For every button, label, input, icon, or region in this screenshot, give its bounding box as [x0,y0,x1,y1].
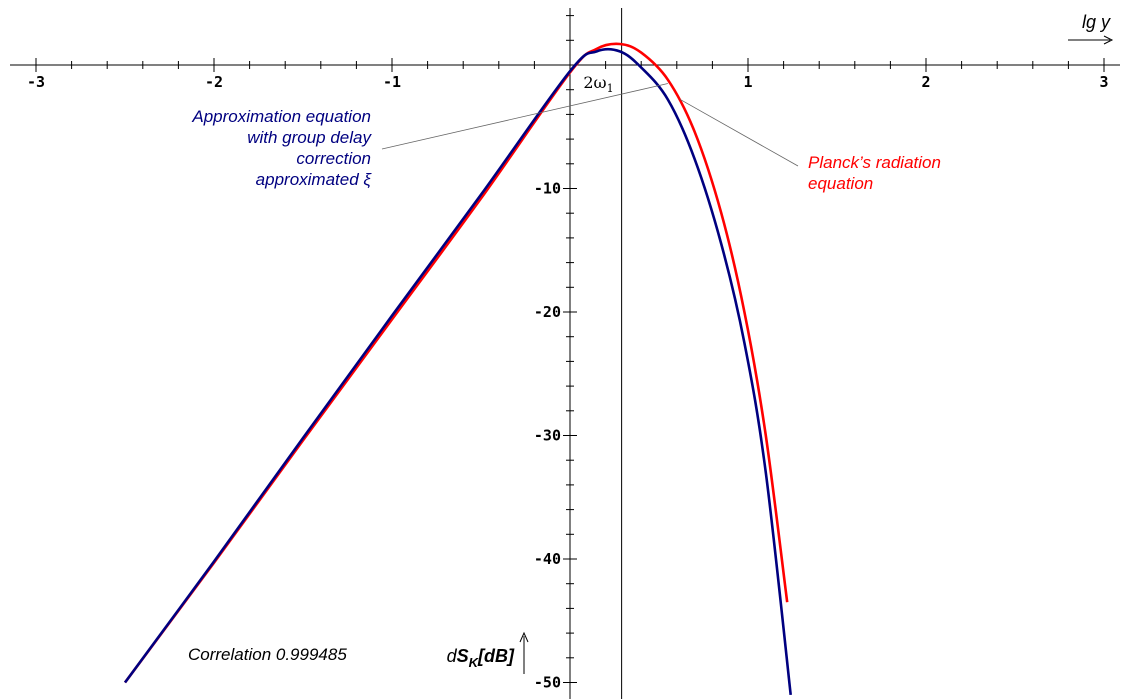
x-axis-label: lg y [1082,12,1111,32]
y-tick-label: -50 [534,674,561,692]
y-axis-label: dSK[dB] [447,646,515,670]
marker-label: 2ω1 [583,73,613,95]
y-tick-label: -10 [534,180,561,198]
annotation-approx-line: Approximation equation [191,107,371,126]
x-tick-label: 1 [743,73,752,91]
axes: -3 -2 -1 1 2 3 -10 -20 -30 -40 -50 [10,8,1120,699]
x-tick-label: 3 [1099,73,1108,91]
y-axis-arrow-head [519,631,529,643]
x-tick-label: -1 [383,73,401,91]
annotation-approx-line: with group delay [247,128,372,147]
x-axis-arrow-head [1103,35,1114,45]
annotation-approx-line: correction [296,149,371,168]
curves [123,42,792,696]
x-tick-label: -2 [205,73,223,91]
y-tick-label: -30 [534,427,561,445]
annotation-approx-line: approximated ξ [256,170,373,189]
annotation-planck-line: equation [808,174,873,193]
y-tick-label: -20 [534,303,561,321]
annotation-approx-leader [381,83,668,150]
annotation-planck-line: Planck’s radiation [808,153,941,172]
annotation-planck-leader [680,99,799,167]
annotations: Approximation equation with group delay co… [188,83,941,664]
marker-group: 2ω1 [583,8,623,699]
axis-labels: lg y dSK[dB] [447,12,1114,674]
x-tick-label: 2 [921,73,930,91]
series-line-planck [123,42,789,684]
series-line-approx [123,47,792,696]
y-tick-label: -40 [534,550,561,568]
correlation-text: Correlation 0.999485 [188,645,347,664]
x-tick-label: -3 [27,73,45,91]
